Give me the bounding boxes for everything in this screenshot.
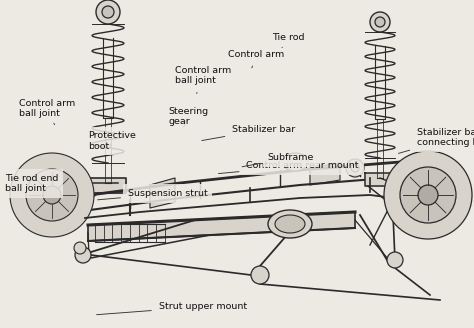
Text: Steering
gear: Steering gear (168, 107, 209, 127)
Text: Control arm: Control arm (228, 50, 284, 68)
Circle shape (74, 242, 86, 254)
Text: Strut upper mount: Strut upper mount (97, 302, 247, 315)
Polygon shape (365, 173, 395, 186)
Text: Protective
boot: Protective boot (88, 131, 136, 151)
Text: Control arm
ball joint: Control arm ball joint (19, 98, 75, 125)
Polygon shape (310, 163, 340, 185)
Text: Tie rod end
ball joint: Tie rod end ball joint (5, 174, 58, 194)
Circle shape (375, 17, 385, 27)
Text: Stabilizer bar
connecting link: Stabilizer bar connecting link (399, 128, 474, 154)
Circle shape (400, 167, 456, 223)
Ellipse shape (268, 210, 312, 238)
Circle shape (384, 151, 472, 239)
Polygon shape (88, 212, 355, 241)
Text: Tie rod: Tie rod (273, 33, 305, 48)
Polygon shape (150, 178, 175, 208)
Circle shape (351, 164, 359, 172)
Circle shape (96, 0, 120, 24)
Text: Suspension strut: Suspension strut (98, 189, 208, 200)
Text: Control arm rear mount: Control arm rear mount (219, 161, 359, 174)
Circle shape (10, 153, 94, 237)
Circle shape (251, 266, 269, 284)
Circle shape (346, 159, 364, 177)
Text: Subframe: Subframe (242, 153, 314, 167)
Circle shape (418, 185, 438, 205)
Circle shape (102, 6, 114, 18)
Circle shape (43, 186, 61, 204)
Circle shape (26, 169, 78, 221)
Circle shape (387, 252, 403, 268)
Circle shape (370, 12, 390, 32)
Text: Stabilizer bar: Stabilizer bar (202, 125, 295, 141)
Circle shape (75, 247, 91, 263)
Text: Control arm
ball joint: Control arm ball joint (175, 66, 232, 93)
Polygon shape (90, 178, 126, 193)
Ellipse shape (282, 153, 308, 171)
Ellipse shape (275, 215, 305, 233)
Ellipse shape (288, 157, 302, 167)
